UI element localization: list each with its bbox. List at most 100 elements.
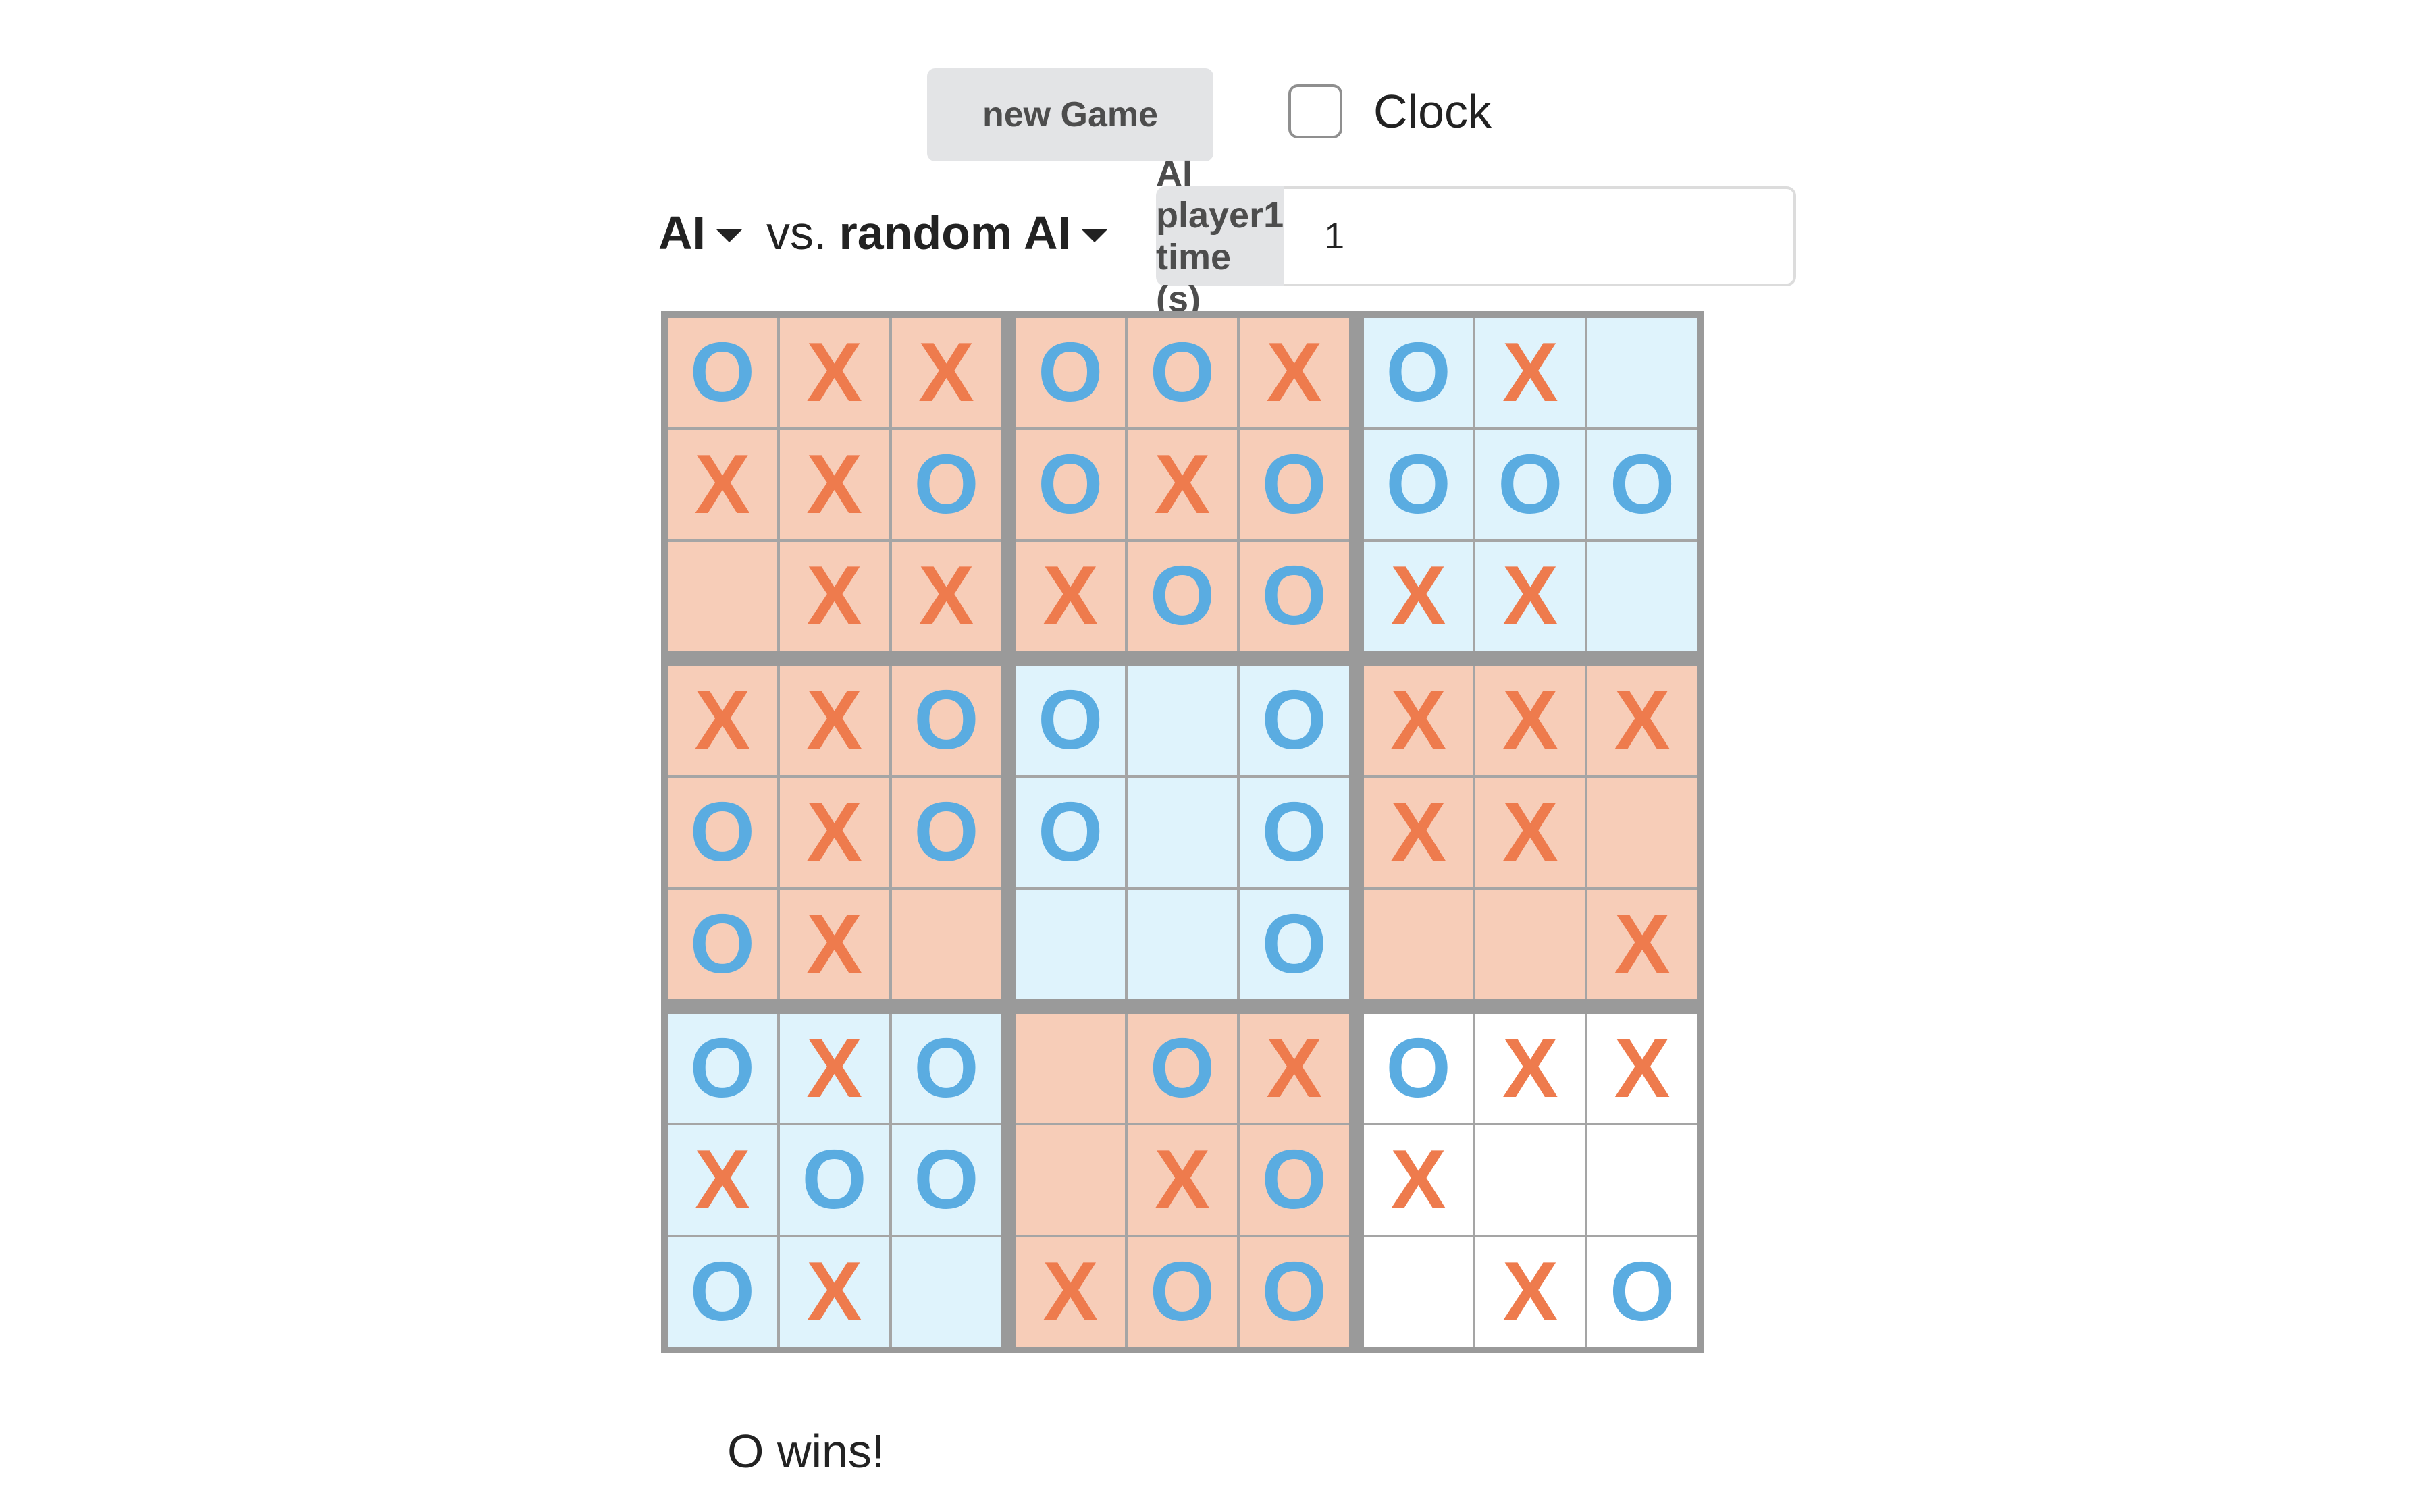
board-cell[interactable]: X [1239, 318, 1349, 427]
player1-value: AI [658, 207, 706, 259]
status-message: O wins! [727, 1425, 885, 1478]
board-cell[interactable]: O [1239, 666, 1349, 776]
ai-time-input[interactable] [1284, 186, 1797, 286]
board-cell[interactable]: O [1128, 1013, 1237, 1123]
board-cell[interactable]: X [779, 1013, 889, 1123]
board-cell[interactable]: O [1128, 318, 1237, 427]
player1-select[interactable]: AI [658, 206, 742, 260]
board-cell[interactable]: O [668, 1237, 777, 1347]
board-cell[interactable]: O [1587, 1237, 1697, 1347]
board-cell[interactable]: O [891, 778, 1001, 887]
board-cell[interactable]: X [1363, 1125, 1473, 1235]
board-cell[interactable] [1016, 1013, 1126, 1123]
board-cell[interactable]: X [1016, 1237, 1126, 1347]
board-cell[interactable]: X [1128, 429, 1237, 539]
board-cell[interactable] [1587, 1125, 1697, 1235]
board-cell[interactable]: O [1363, 429, 1473, 539]
board-cell[interactable] [1587, 318, 1697, 427]
board-cell[interactable]: X [1363, 541, 1473, 651]
board-cell[interactable]: O [1016, 429, 1126, 539]
board-cell[interactable]: O [1016, 318, 1126, 427]
board-cell[interactable]: X [779, 666, 889, 776]
board-cell[interactable]: O [1363, 318, 1473, 427]
clock-toggle[interactable]: Clock [1288, 81, 1492, 142]
new-game-button[interactable]: new Game [927, 68, 1213, 161]
board-cell[interactable]: O [891, 666, 1001, 776]
board-cell[interactable]: X [779, 1237, 889, 1347]
board-cell[interactable]: X [1475, 666, 1585, 776]
board-cell[interactable]: O [1128, 1237, 1237, 1347]
board-cell[interactable]: O [1128, 541, 1237, 651]
board-cell[interactable] [1587, 778, 1697, 887]
board-cell[interactable] [1128, 778, 1237, 887]
board-cell[interactable]: X [779, 778, 889, 887]
board-cell[interactable]: X [779, 889, 889, 999]
board-cell[interactable]: X [1475, 318, 1585, 427]
board-cell[interactable]: O [1239, 1237, 1349, 1347]
board-cell[interactable]: X [1475, 541, 1585, 651]
board-cell[interactable]: O [1239, 429, 1349, 539]
board-cell[interactable]: X [1128, 1125, 1237, 1235]
board-cell[interactable]: O [1016, 666, 1126, 776]
board-cell[interactable]: O [1239, 1125, 1349, 1235]
board-cell[interactable]: O [668, 318, 777, 427]
board-cell[interactable]: X [668, 666, 777, 776]
board-cell[interactable]: X [1587, 889, 1697, 999]
board-cell[interactable]: O [779, 1125, 889, 1235]
board-cell[interactable]: X [891, 541, 1001, 651]
board-cell[interactable]: O [1475, 429, 1585, 539]
board-cell[interactable] [1587, 541, 1697, 651]
board-cell[interactable]: O [668, 889, 777, 999]
board-cell[interactable]: X [1363, 666, 1473, 776]
board-cell[interactable] [668, 541, 777, 651]
board-cell[interactable] [891, 1237, 1001, 1347]
board-cell[interactable]: X [1475, 1237, 1585, 1347]
ai-time-setting: AI player1 time (s) [1156, 153, 1797, 319]
board-cell[interactable] [1016, 1125, 1126, 1235]
board-cell[interactable]: X [1587, 1013, 1697, 1123]
board-cell[interactable]: X [891, 318, 1001, 427]
board-cell[interactable] [1363, 1237, 1473, 1347]
player-selection: AI vs. random AI [658, 202, 1107, 263]
board-cell[interactable]: X [1363, 778, 1473, 887]
board-cell[interactable]: O [891, 429, 1001, 539]
board-cell[interactable]: O [891, 1013, 1001, 1123]
board-cell[interactable]: X [779, 318, 889, 427]
board-cell[interactable]: O [1363, 1013, 1473, 1123]
player2-select[interactable]: random AI [839, 206, 1107, 260]
board-cell[interactable]: X [668, 429, 777, 539]
board-cell[interactable] [1016, 889, 1126, 999]
board-cell[interactable] [1128, 666, 1237, 776]
board-cell[interactable] [1128, 889, 1237, 999]
board-cell[interactable] [1475, 889, 1585, 999]
board-cell[interactable] [1363, 889, 1473, 999]
board-cell[interactable]: O [1239, 778, 1349, 887]
board-cell[interactable]: X [1587, 666, 1697, 776]
board-cell[interactable]: X [1016, 541, 1126, 651]
board-cell[interactable]: O [1239, 541, 1349, 651]
clock-checkbox[interactable] [1288, 84, 1342, 138]
board-cell[interactable]: X [1239, 1013, 1349, 1123]
board-cell[interactable]: O [1587, 429, 1697, 539]
board-cell[interactable]: O [1239, 889, 1349, 999]
board-cell[interactable]: X [779, 429, 889, 539]
board-cell[interactable]: O [668, 778, 777, 887]
board-cell[interactable]: X [1475, 778, 1585, 887]
board-cell[interactable]: X [779, 541, 889, 651]
board-cell[interactable]: X [668, 1125, 777, 1235]
board-cell[interactable] [891, 889, 1001, 999]
player2-value: random AI [839, 207, 1071, 259]
board-cell[interactable]: O [891, 1125, 1001, 1235]
board-cell[interactable] [1475, 1125, 1585, 1235]
board-cell[interactable]: O [1016, 778, 1126, 887]
board-cell[interactable]: X [1475, 1013, 1585, 1123]
board-cell[interactable]: O [668, 1013, 777, 1123]
